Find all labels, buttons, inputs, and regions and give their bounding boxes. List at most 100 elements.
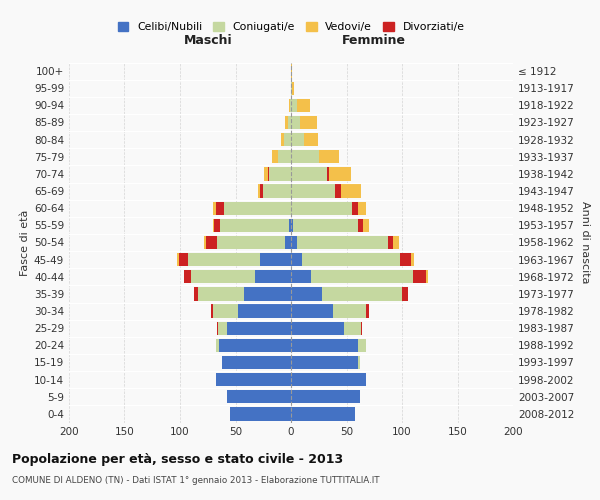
- Bar: [291, 407, 355, 420]
- Bar: [291, 167, 326, 180]
- Bar: [296, 98, 310, 112]
- Bar: [179, 253, 188, 266]
- Bar: [272, 150, 278, 164]
- Bar: [214, 304, 238, 318]
- Bar: [291, 218, 293, 232]
- Bar: [220, 218, 289, 232]
- Bar: [291, 116, 300, 129]
- Bar: [227, 390, 291, 404]
- Bar: [227, 322, 291, 335]
- Bar: [291, 82, 292, 95]
- Bar: [341, 184, 361, 198]
- Bar: [335, 184, 341, 198]
- Bar: [260, 253, 291, 266]
- Bar: [214, 218, 220, 232]
- Bar: [333, 304, 367, 318]
- Legend: Celibi/Nubili, Coniugati/e, Vedovi/e, Divorziati/e: Celibi/Nubili, Coniugati/e, Vedovi/e, Di…: [113, 18, 469, 36]
- Bar: [326, 167, 329, 180]
- Bar: [215, 373, 291, 386]
- Bar: [289, 98, 290, 112]
- Bar: [400, 253, 411, 266]
- Bar: [230, 407, 291, 420]
- Bar: [291, 270, 311, 283]
- Bar: [291, 150, 319, 164]
- Bar: [293, 218, 358, 232]
- Bar: [215, 338, 219, 352]
- Bar: [211, 304, 214, 318]
- Bar: [289, 218, 291, 232]
- Bar: [286, 236, 291, 249]
- Bar: [265, 167, 268, 180]
- Bar: [191, 270, 256, 283]
- Bar: [260, 184, 263, 198]
- Bar: [217, 236, 286, 249]
- Bar: [413, 270, 427, 283]
- Bar: [300, 116, 317, 129]
- Bar: [329, 167, 351, 180]
- Text: Popolazione per età, sesso e stato civile - 2013: Popolazione per età, sesso e stato civil…: [12, 452, 343, 466]
- Bar: [244, 287, 291, 300]
- Y-axis label: Fasce di età: Fasce di età: [20, 210, 30, 276]
- Bar: [344, 322, 361, 335]
- Text: Femmine: Femmine: [342, 34, 406, 47]
- Bar: [296, 236, 388, 249]
- Bar: [291, 133, 304, 146]
- Bar: [238, 304, 291, 318]
- Bar: [291, 322, 344, 335]
- Bar: [402, 287, 407, 300]
- Bar: [358, 356, 360, 369]
- Bar: [215, 202, 224, 215]
- Bar: [198, 287, 244, 300]
- Bar: [268, 167, 269, 180]
- Bar: [222, 356, 291, 369]
- Bar: [358, 218, 363, 232]
- Bar: [393, 236, 398, 249]
- Bar: [367, 304, 369, 318]
- Bar: [291, 390, 360, 404]
- Bar: [427, 270, 428, 283]
- Bar: [281, 133, 284, 146]
- Bar: [291, 338, 358, 352]
- Text: COMUNE DI ALDENO (TN) - Dati ISTAT 1° gennaio 2013 - Elaborazione TUTTITALIA.IT: COMUNE DI ALDENO (TN) - Dati ISTAT 1° ge…: [12, 476, 380, 485]
- Bar: [363, 218, 368, 232]
- Bar: [291, 253, 302, 266]
- Bar: [291, 64, 292, 78]
- Bar: [291, 304, 333, 318]
- Y-axis label: Anni di nascita: Anni di nascita: [580, 201, 590, 284]
- Bar: [411, 253, 414, 266]
- Bar: [258, 184, 260, 198]
- Bar: [322, 287, 402, 300]
- Bar: [291, 202, 352, 215]
- Bar: [388, 236, 393, 249]
- Bar: [292, 82, 295, 95]
- Bar: [218, 322, 227, 335]
- Bar: [302, 253, 400, 266]
- Bar: [214, 202, 215, 215]
- Bar: [287, 116, 291, 129]
- Bar: [304, 133, 317, 146]
- Bar: [361, 322, 362, 335]
- Bar: [224, 202, 291, 215]
- Bar: [269, 167, 291, 180]
- Bar: [188, 253, 260, 266]
- Bar: [194, 287, 198, 300]
- Bar: [291, 356, 358, 369]
- Bar: [206, 236, 217, 249]
- Bar: [291, 236, 296, 249]
- Bar: [184, 270, 191, 283]
- Bar: [256, 270, 291, 283]
- Bar: [358, 338, 367, 352]
- Bar: [290, 98, 291, 112]
- Bar: [219, 338, 291, 352]
- Bar: [291, 98, 296, 112]
- Bar: [291, 373, 367, 386]
- Text: Maschi: Maschi: [184, 34, 232, 47]
- Bar: [284, 133, 291, 146]
- Bar: [217, 322, 218, 335]
- Bar: [205, 236, 206, 249]
- Bar: [352, 202, 358, 215]
- Bar: [311, 270, 413, 283]
- Bar: [278, 150, 291, 164]
- Bar: [291, 184, 335, 198]
- Bar: [358, 202, 367, 215]
